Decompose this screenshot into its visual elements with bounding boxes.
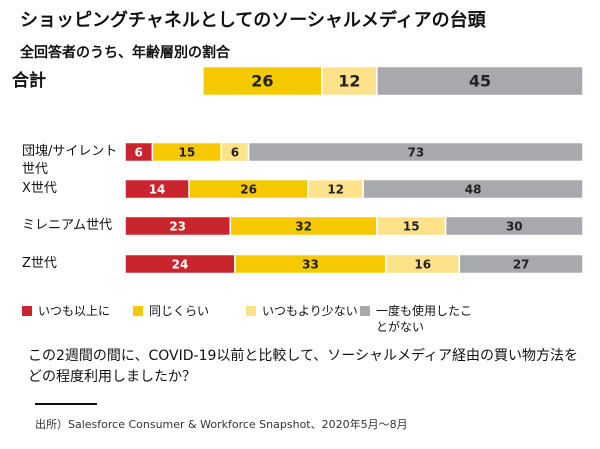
category-label: Z世代 [22,256,57,271]
value-label: 12 [338,72,360,91]
bar-segment [376,65,584,97]
value-label: 6 [135,146,143,160]
question: この2週間の間に、COVID-19以前と比較して、ソーシャルメディア経由の買い物… [28,348,579,385]
value-label: 16 [414,258,431,272]
value-label: 14 [149,183,166,197]
legend-swatch [360,306,370,316]
value-label: 6 [231,146,239,160]
value-label: 26 [251,72,273,91]
legend-label: 一度も使用したことがない [376,304,473,334]
source: 出所）Salesforce Consumer & Workforce Snaps… [35,418,408,431]
bar-segment [247,141,584,163]
legend-swatch [22,306,32,316]
chart-subtitle: 全回答者のうち、年齢層別の割合 [20,45,230,61]
value-label: 15 [178,146,195,160]
bar-segment [202,65,323,97]
legend-label: いつもより少ない [262,304,358,318]
value-label: 33 [302,258,319,272]
divider [35,403,97,405]
category-label: 合計 [12,71,46,91]
legend-swatch [246,306,256,316]
value-label: 45 [469,72,491,91]
value-label: 32 [295,220,312,234]
category-label: 団塊/サイレント世代 [22,144,118,177]
value-label: 26 [240,183,257,197]
bar-segment [362,178,584,200]
category-label: ミレニアム世代 [22,218,113,233]
bar-segment [444,215,584,237]
value-label: 27 [513,258,530,272]
value-label: 73 [407,146,424,160]
bar-segment [321,65,378,97]
legend-label: いつも以上に [38,304,111,318]
value-label: 30 [506,220,523,234]
chart-title: ショッピングチャネルとしてのソーシャルメディアの台頭 [20,10,486,31]
legend-swatch [133,306,143,316]
value-label: 15 [403,220,420,234]
bar-segment [458,253,584,275]
value-label: 12 [327,183,344,197]
legend-label: 同じくらい [149,304,210,318]
value-label: 24 [172,258,189,272]
category-label: X世代 [22,181,57,196]
value-label: 23 [169,220,186,234]
value-label: 48 [465,183,482,197]
